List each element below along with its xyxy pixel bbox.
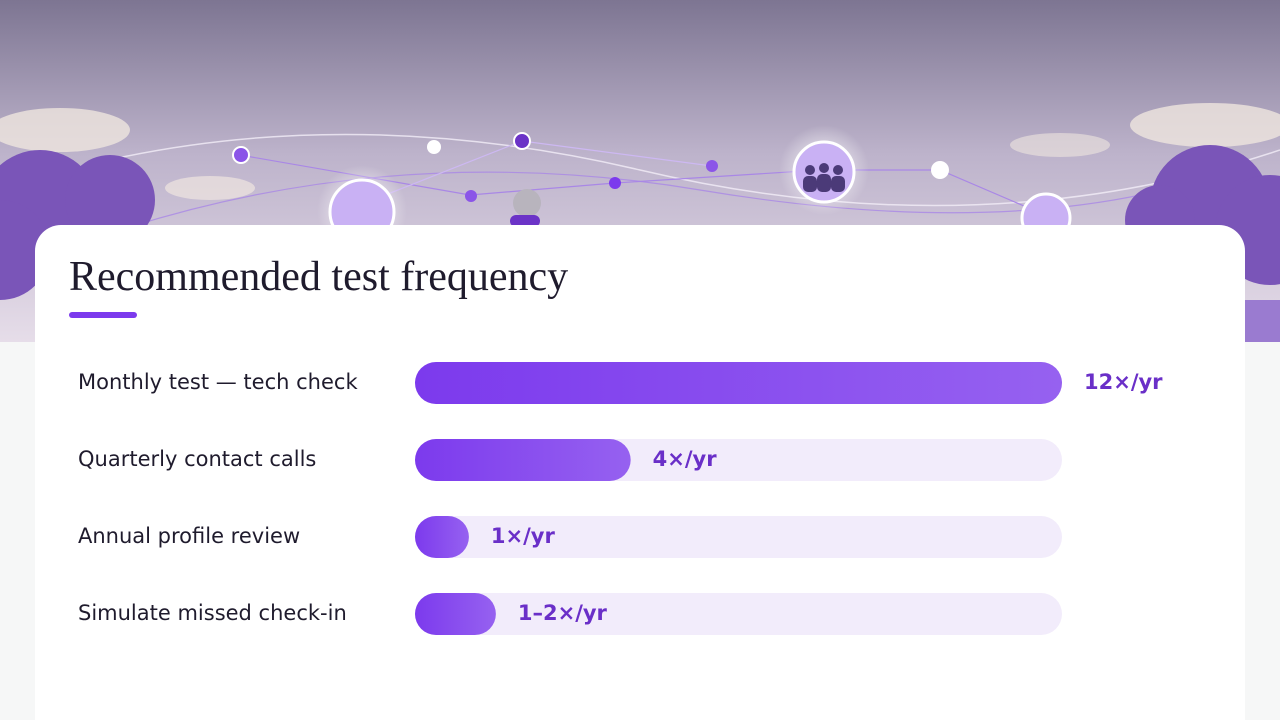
title-underline xyxy=(69,312,137,318)
bar xyxy=(415,439,631,481)
category-label: Quarterly contact calls xyxy=(78,447,316,471)
category-label: Annual profile review xyxy=(78,524,300,548)
bar-track xyxy=(415,516,1062,558)
value-label: 4×/yr xyxy=(653,447,718,471)
category-label: Simulate missed check-in xyxy=(78,601,347,625)
value-label: 12×/yr xyxy=(1084,370,1163,394)
bar xyxy=(415,593,496,635)
plot-area: Monthly test — tech check 12×/yr Quarterly… xyxy=(78,362,1163,635)
bar xyxy=(415,516,469,558)
category-label: Monthly test — tech check xyxy=(78,370,358,394)
bar xyxy=(415,362,1062,404)
value-label: 1–2×/yr xyxy=(518,601,608,625)
chart-title: Recommended test frequency xyxy=(69,254,568,300)
value-label: 1×/yr xyxy=(491,524,556,548)
bar-track xyxy=(415,593,1062,635)
